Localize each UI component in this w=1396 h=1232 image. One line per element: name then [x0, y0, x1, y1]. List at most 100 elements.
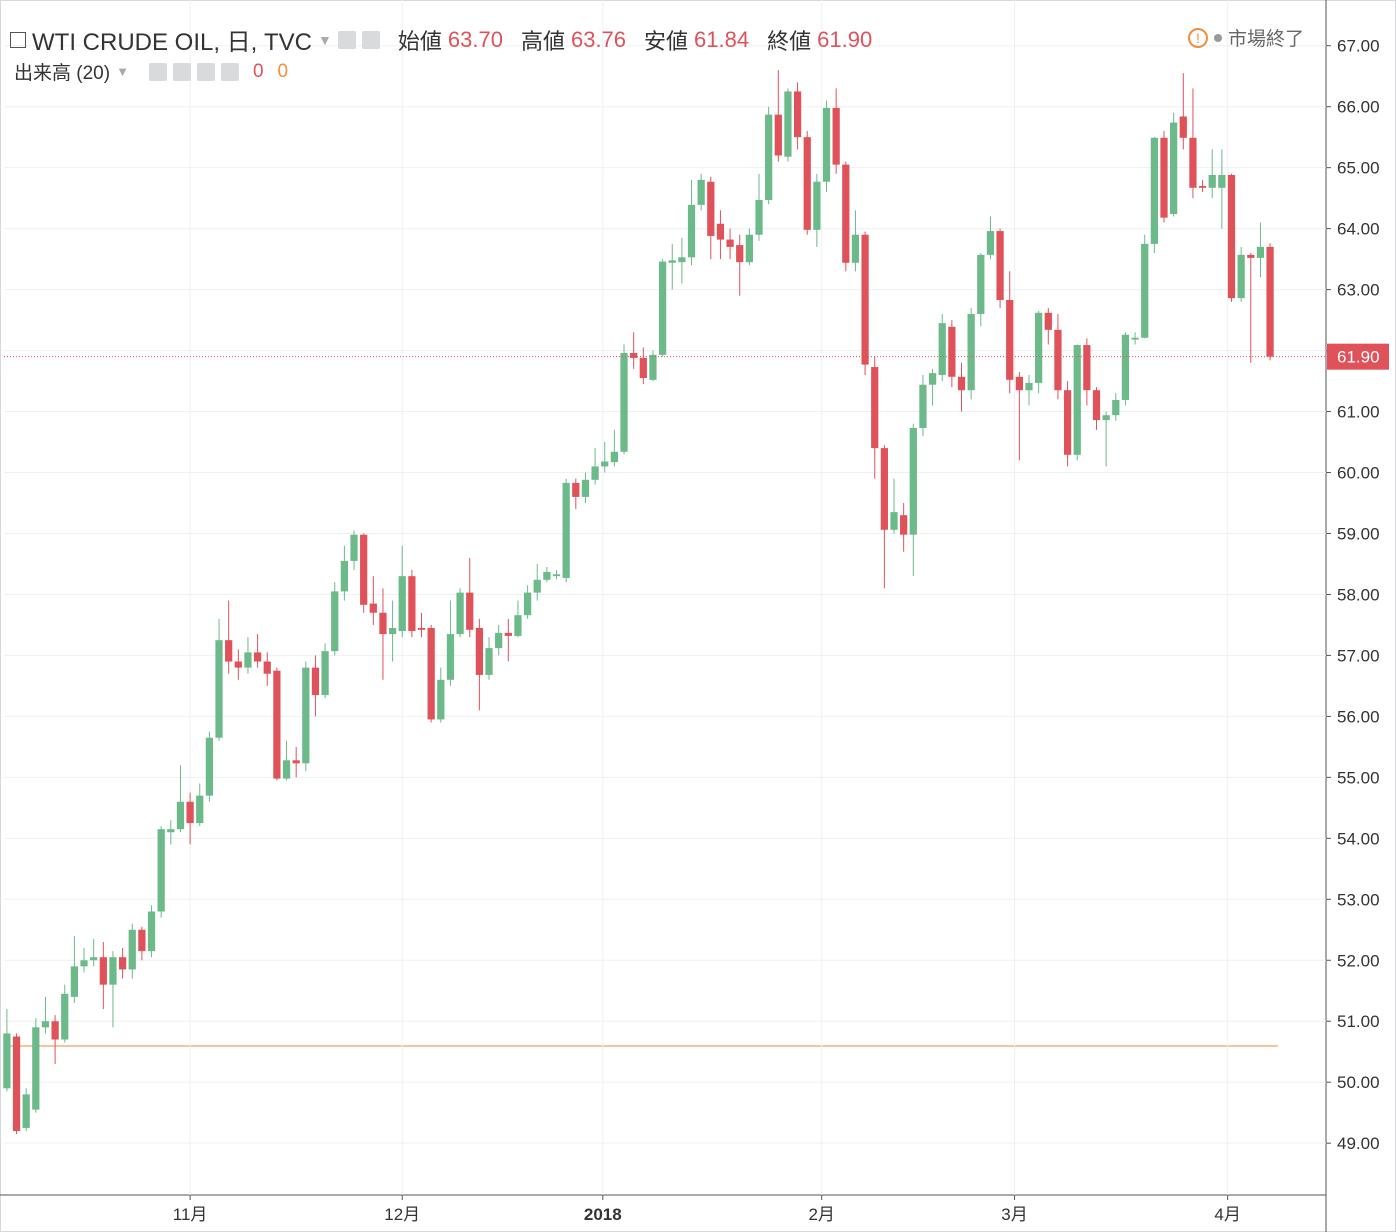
ohlc-value: 61.84 [694, 26, 750, 52]
candle-body [437, 679, 445, 720]
y-tick-label: 52.00 [1337, 951, 1380, 970]
candle-body [948, 326, 956, 377]
y-tick-label: 56.00 [1337, 707, 1380, 726]
candle-body [832, 107, 840, 165]
candle-body [118, 957, 127, 970]
candle-body [360, 534, 368, 605]
dropdown-arrow[interactable]: ▼ [116, 64, 129, 79]
candle-body [205, 737, 214, 796]
ohlc-value: 63.76 [570, 26, 627, 52]
candle-body [99, 957, 107, 985]
candle-body [716, 223, 725, 240]
plot: 49.00 50.00 51.00 52.00 53.00 54.00 55.00 56.00… [3, 0, 1389, 1224]
dropdown-arrow[interactable]: ▼ [318, 31, 332, 48]
candle-body [32, 1027, 40, 1110]
candle-body [977, 254, 985, 314]
candle-body [909, 428, 917, 535]
header-row: WTI CRUDE OIL, 日, TVC ▼ 始値 63.70 高値 63.76 … [10, 22, 872, 57]
candle-body [591, 466, 599, 480]
y-tick-label: 61.00 [1337, 403, 1380, 422]
add-icon[interactable] [196, 62, 215, 81]
volume-name[interactable]: 出来高 (20) [14, 63, 111, 84]
candle-body [581, 479, 590, 497]
candle-body [138, 929, 146, 952]
market-status: ! 市場終了 [1188, 24, 1304, 51]
candle-body [1006, 299, 1014, 380]
candle-body [379, 612, 387, 635]
candle-body [186, 801, 194, 824]
candle-body [533, 579, 541, 593]
ohlc-name: 始値 [397, 28, 442, 54]
candle-body [523, 592, 532, 616]
warning-icon[interactable]: ! [1188, 27, 1208, 48]
candle-body [340, 560, 348, 592]
y-tick-label: 66.00 [1337, 98, 1380, 117]
candle-body [851, 234, 860, 263]
candle-body [1247, 254, 1255, 258]
close-icon[interactable] [220, 62, 239, 81]
candle-body [408, 576, 416, 632]
candle-body [726, 239, 734, 247]
symbol-title[interactable]: WTI CRUDE OIL, 日, TVC [32, 29, 313, 56]
candle-body [938, 323, 946, 375]
y-tick-label: 63.00 [1337, 281, 1380, 300]
candle-body [41, 1021, 50, 1028]
candle-body [128, 929, 136, 970]
candle-body [765, 114, 773, 200]
candle-body [446, 634, 455, 680]
y-tick-label: 53.00 [1337, 890, 1380, 909]
candle-body [311, 667, 320, 696]
candle-body [1112, 399, 1120, 416]
candle-body [244, 652, 252, 668]
candle-body [215, 640, 223, 738]
candle-body [157, 829, 165, 912]
settings-icon[interactable] [172, 62, 191, 81]
candle-body [620, 353, 628, 452]
candle-body [1141, 243, 1149, 338]
candle-body [51, 1021, 59, 1040]
candle-body [601, 461, 609, 467]
candle-body [80, 960, 88, 967]
candle-body [321, 651, 329, 696]
candle-body [687, 204, 696, 258]
candle-body [1170, 122, 1178, 215]
y-tick-label: 67.00 [1337, 37, 1380, 56]
eye-icon[interactable] [337, 30, 356, 49]
candle-body [167, 829, 175, 833]
candle-body [572, 482, 580, 497]
candle-body [466, 592, 474, 630]
eye-icon[interactable] [148, 62, 167, 81]
ohlc-value: 63.70 [447, 26, 503, 52]
candle-body [774, 114, 782, 156]
last-price-label: 61.90 [1337, 348, 1380, 367]
ohlc-name: 終値 [767, 28, 812, 54]
candle-body [417, 627, 426, 630]
collapse-icon[interactable] [10, 31, 26, 48]
volume-ma-value: 0 [277, 60, 289, 82]
candle-body [1237, 254, 1245, 299]
candle-body [755, 199, 763, 235]
candle-body [668, 260, 676, 263]
candle-body [996, 231, 1004, 300]
candle-body [427, 627, 435, 720]
candle-body [70, 966, 79, 997]
candle-body [1054, 329, 1062, 391]
candle-body [292, 760, 300, 764]
y-tick-label: 65.00 [1337, 159, 1380, 178]
volume-value: 0 [252, 60, 264, 82]
y-tick-label: 57.00 [1337, 646, 1380, 665]
candle-body [495, 632, 503, 649]
candle-body [1266, 246, 1274, 357]
candle-body [1015, 376, 1023, 391]
candle-body [919, 384, 927, 429]
settings-icon[interactable] [361, 30, 380, 49]
x-tick-label: 11月 [173, 1205, 208, 1224]
candle-body [1092, 390, 1101, 421]
y-tick-label: 50.00 [1337, 1073, 1380, 1092]
candle-body [822, 107, 831, 182]
candle-body [658, 261, 667, 355]
candle-body [176, 801, 185, 830]
candle-body [552, 574, 561, 577]
